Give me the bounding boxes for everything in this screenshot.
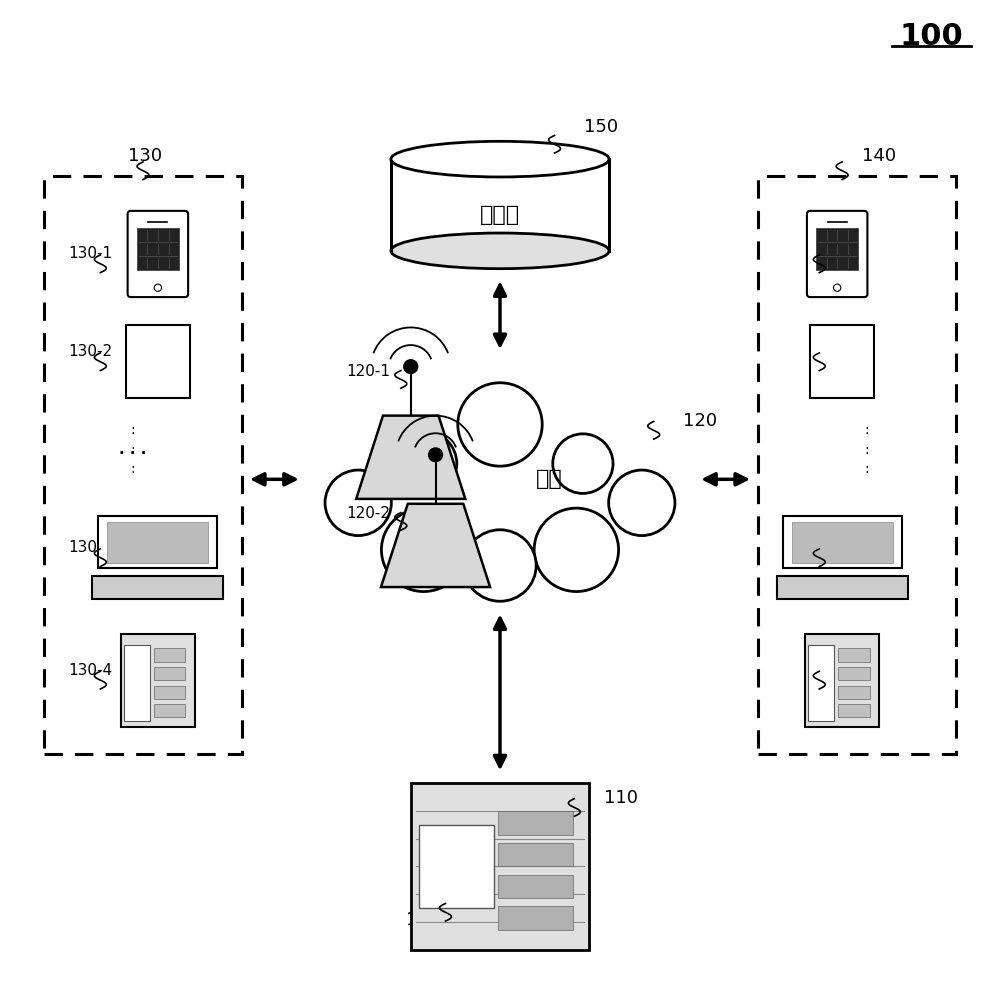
FancyBboxPatch shape: [137, 228, 179, 270]
Circle shape: [381, 508, 466, 592]
Text: 140-2: 140-2: [822, 345, 866, 360]
Text: 数据库: 数据库: [480, 205, 520, 225]
FancyBboxPatch shape: [498, 874, 573, 898]
Text: 130-4: 130-4: [69, 663, 113, 678]
FancyBboxPatch shape: [792, 523, 893, 562]
Text: . . .: . . .: [119, 443, 147, 457]
Circle shape: [458, 382, 542, 466]
FancyBboxPatch shape: [126, 325, 190, 398]
Text: 140-4: 140-4: [822, 663, 866, 678]
FancyBboxPatch shape: [805, 633, 879, 726]
FancyBboxPatch shape: [808, 645, 834, 721]
FancyBboxPatch shape: [411, 783, 589, 949]
Circle shape: [390, 431, 457, 496]
FancyBboxPatch shape: [758, 176, 956, 754]
FancyBboxPatch shape: [838, 667, 870, 680]
Text: 150: 150: [584, 118, 618, 135]
FancyBboxPatch shape: [154, 704, 185, 717]
FancyBboxPatch shape: [783, 516, 902, 568]
Text: 130-1: 130-1: [69, 246, 113, 262]
FancyBboxPatch shape: [128, 210, 188, 297]
FancyBboxPatch shape: [816, 228, 858, 270]
FancyBboxPatch shape: [419, 825, 494, 908]
Text: 140: 140: [862, 147, 896, 165]
FancyBboxPatch shape: [107, 523, 208, 562]
FancyBboxPatch shape: [92, 576, 223, 600]
Circle shape: [404, 360, 418, 373]
Text: :
:
:: : : :: [865, 424, 869, 476]
Ellipse shape: [391, 233, 609, 269]
FancyBboxPatch shape: [498, 843, 573, 866]
Text: 130: 130: [128, 147, 162, 165]
Text: 140-1: 140-1: [822, 246, 866, 262]
FancyBboxPatch shape: [498, 906, 573, 930]
FancyBboxPatch shape: [807, 210, 867, 297]
Text: 网络: 网络: [536, 469, 563, 489]
Text: 100: 100: [900, 22, 963, 51]
FancyBboxPatch shape: [44, 176, 242, 754]
FancyBboxPatch shape: [838, 648, 870, 662]
Circle shape: [553, 434, 613, 493]
FancyBboxPatch shape: [154, 667, 185, 680]
FancyBboxPatch shape: [777, 576, 908, 600]
Text: 130-3: 130-3: [69, 540, 113, 555]
Circle shape: [534, 508, 619, 592]
Polygon shape: [381, 504, 490, 587]
FancyBboxPatch shape: [498, 811, 573, 835]
Text: 130-2: 130-2: [69, 345, 113, 360]
Text: 110: 110: [604, 788, 638, 806]
Circle shape: [609, 470, 675, 535]
FancyBboxPatch shape: [838, 704, 870, 717]
Text: 140-3: 140-3: [822, 540, 866, 555]
FancyBboxPatch shape: [98, 516, 217, 568]
Circle shape: [154, 285, 162, 291]
Circle shape: [464, 530, 536, 602]
FancyBboxPatch shape: [154, 648, 185, 662]
FancyBboxPatch shape: [154, 686, 185, 699]
Polygon shape: [356, 416, 465, 499]
FancyBboxPatch shape: [838, 686, 870, 699]
Circle shape: [325, 470, 391, 535]
Text: 120-1: 120-1: [346, 364, 390, 379]
FancyBboxPatch shape: [810, 325, 874, 398]
FancyBboxPatch shape: [124, 645, 150, 721]
Text: :
:
:: : : :: [131, 424, 135, 476]
FancyBboxPatch shape: [391, 159, 609, 251]
Text: 112: 112: [406, 911, 440, 929]
Circle shape: [834, 285, 841, 291]
Circle shape: [429, 448, 442, 461]
FancyBboxPatch shape: [121, 633, 195, 726]
Ellipse shape: [391, 141, 609, 177]
Text: 120-2: 120-2: [346, 506, 390, 521]
Text: 120: 120: [683, 412, 718, 430]
